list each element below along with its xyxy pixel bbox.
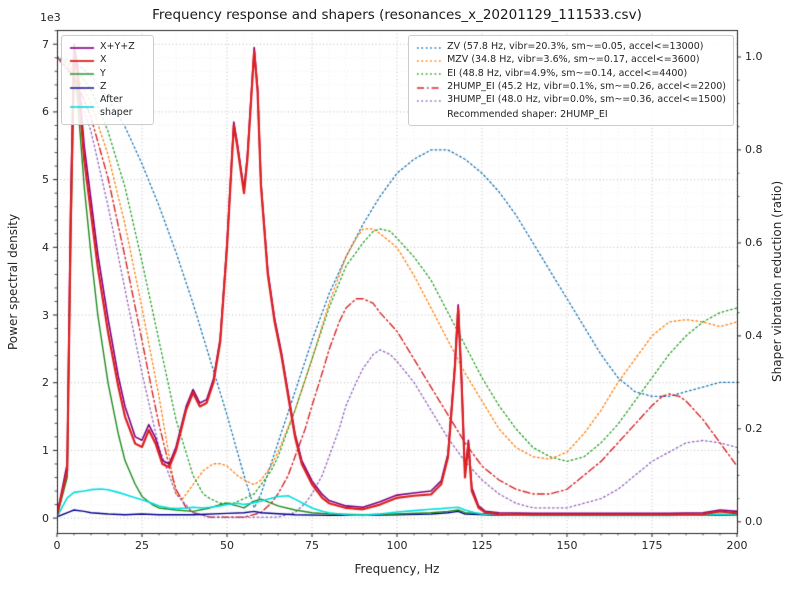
chart-title: Frequency response and shapers (resonanc… <box>152 7 642 23</box>
y-right-tick-label: 0.0 <box>745 515 763 529</box>
2hump_ei-legend-swatch <box>416 82 443 92</box>
after_shaper-legend-label: After shaper <box>100 94 133 118</box>
recommended-shaper-text: Recommended shaper: 2HUMP_EI <box>447 108 608 120</box>
mzv-legend-swatch <box>416 56 443 66</box>
legend-item-3hump_ei: 3HUMP_EI (48.0 Hz, vibr=0.0%, sm~=0.36, … <box>416 94 726 106</box>
legend-item-z: Z <box>69 81 146 93</box>
y-axis-right-label: Shaper vibration reduction (ratio) <box>770 180 784 383</box>
y-legend-swatch <box>69 69 95 79</box>
ei-legend-swatch <box>416 69 443 79</box>
x-tick-label: 50 <box>220 539 234 552</box>
y-right-tick-label: 0.4 <box>745 329 763 343</box>
legend-item-after_shaper: After shaper <box>69 94 146 119</box>
legend-item-x: X <box>69 54 146 66</box>
2hump_ei-legend-label: 2HUMP_EI (45.2 Hz, vibr=0.1%, sm~=0.26, … <box>447 81 726 93</box>
x-legend-label: X <box>100 54 107 66</box>
y-left-tick-label: 6 <box>42 105 49 119</box>
x-tick-label: 0 <box>53 539 61 552</box>
ei-legend-label: EI (48.8 Hz, vibr=4.9%, sm~=0.14, accel<… <box>447 67 688 79</box>
x-tick-label: 75 <box>305 539 319 552</box>
legend-shapers: ZV (57.8 Hz, vibr=20.3%, sm~=0.05, accel… <box>408 35 734 127</box>
x-axis-label: Frequency, Hz <box>354 562 440 576</box>
y-left-tick-label: 1 <box>42 443 49 457</box>
mzv-legend-label: MZV (34.8 Hz, vibr=3.6%, sm~=0.17, accel… <box>447 54 700 66</box>
legend-item-zv: ZV (57.8 Hz, vibr=20.3%, sm~=0.05, accel… <box>416 41 726 53</box>
zv-legend-swatch <box>416 42 443 52</box>
x-tick-label: 200 <box>726 539 748 552</box>
x-tick-label: 150 <box>556 539 578 552</box>
after_shaper-legend-swatch <box>69 102 95 112</box>
x-tick-label: 25 <box>135 539 149 552</box>
y-left-tick-label: 3 <box>42 308 49 322</box>
z-legend-label: Z <box>100 81 107 93</box>
y-right-tick-label: 1.0 <box>745 50 763 64</box>
3hump_ei-legend-label: 3HUMP_EI (48.0 Hz, vibr=0.0%, sm~=0.36, … <box>447 94 726 106</box>
y-left-tick-label: 5 <box>42 173 49 187</box>
y-axis-offset-label: 1e3 <box>40 11 61 24</box>
y-right-tick-label: 0.6 <box>745 236 763 250</box>
y-left-tick-label: 4 <box>42 240 49 254</box>
z-legend-swatch <box>69 82 95 92</box>
3hump_ei-legend-swatch <box>416 96 443 106</box>
y-left-tick-label: 0 <box>42 511 49 525</box>
y-right-tick-label: 0.8 <box>745 143 763 157</box>
y-left-tick-label: 2 <box>42 376 49 390</box>
x-tick-label: 125 <box>471 539 493 552</box>
y-legend-label: Y <box>100 67 106 79</box>
zv-legend-label: ZV (57.8 Hz, vibr=20.3%, sm~=0.05, accel… <box>447 41 704 52</box>
legend-item-2hump_ei: 2HUMP_EI (45.2 Hz, vibr=0.1%, sm~=0.26, … <box>416 81 726 93</box>
legend-item-ei: EI (48.8 Hz, vibr=4.9%, sm~=0.14, accel<… <box>416 68 726 80</box>
legend-item-xyz_sum: X+Y+Z <box>69 41 146 53</box>
y-right-tick-label: 0.2 <box>745 422 763 436</box>
legend-psd: X+Y+Z X Y Z After shaper <box>61 35 154 126</box>
legend-item-y: Y <box>69 68 146 80</box>
y-left-tick-label: 7 <box>42 37 49 51</box>
legend-item-mzv: MZV (34.8 Hz, vibr=3.6%, sm~=0.17, accel… <box>416 54 726 66</box>
x-tick-label: 100 <box>386 539 408 552</box>
x-legend-swatch <box>69 56 95 66</box>
x-tick-label: 175 <box>641 539 663 552</box>
xyz_sum-legend-label: X+Y+Z <box>100 41 135 52</box>
xyz_sum-legend-swatch <box>69 42 95 52</box>
